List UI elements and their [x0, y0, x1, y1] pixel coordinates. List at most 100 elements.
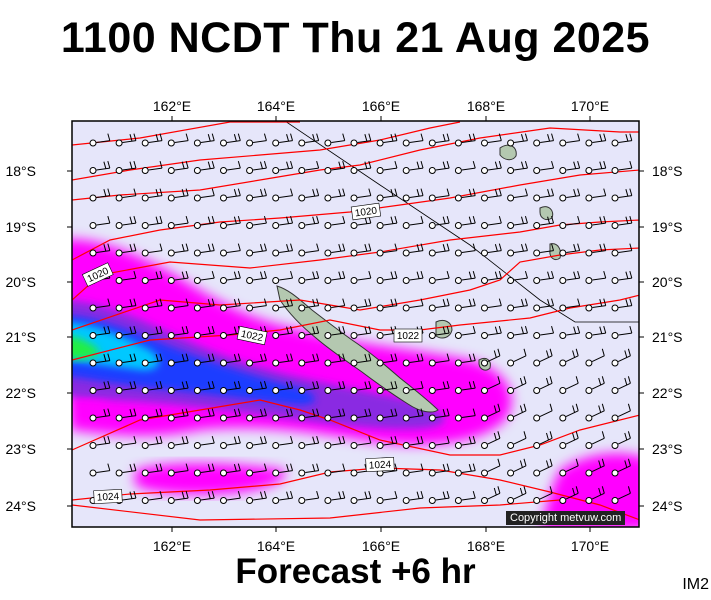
lon-label-bottom-166: 166°E — [361, 538, 401, 554]
wind-barb-icon — [507, 348, 527, 367]
lon-label-bottom-168: 168°E — [466, 538, 506, 554]
station-circle-icon — [246, 497, 254, 504]
wind-barb-icon — [507, 215, 528, 229]
station-circle-icon — [298, 387, 306, 394]
new-caledonia-island — [276, 285, 439, 413]
wind-barb-icon — [454, 490, 476, 504]
station-circle-icon — [585, 139, 593, 147]
wind-barb-icon — [533, 215, 555, 229]
wind-barb-icon — [298, 435, 320, 449]
wind-barb-icon — [272, 325, 294, 339]
wind-barb-icon — [611, 188, 633, 202]
station-circle-icon — [428, 497, 436, 504]
wind-barb-icon — [481, 298, 502, 312]
wind-barb-icon — [428, 490, 450, 504]
station-circle-icon — [298, 139, 306, 147]
map-frame — [71, 120, 640, 528]
station-circle-icon — [141, 139, 149, 147]
wind-barb-icon — [481, 160, 502, 174]
wind-barb-icon — [585, 298, 607, 312]
island-ne-1 — [499, 144, 517, 161]
station-circle-icon — [324, 139, 332, 147]
wind-barb-icon — [141, 215, 163, 229]
precip-core-extreme — [72, 336, 100, 360]
wind-barb-icon — [559, 403, 579, 422]
station-circle-icon — [454, 414, 462, 422]
wind-barb-icon — [507, 325, 528, 339]
wind-barb-icon — [220, 463, 241, 477]
station-circle-icon — [246, 304, 254, 312]
wind-barb-icon — [376, 490, 398, 504]
wind-barb-icon — [559, 215, 581, 229]
wind-barb-icon — [167, 353, 189, 367]
station-circle-icon — [324, 277, 332, 284]
station-circle-icon — [141, 332, 149, 339]
lat-label-left-22: 22°S — [5, 385, 36, 401]
wind-barb-icon — [141, 435, 163, 449]
station-circle-icon — [350, 442, 358, 449]
station-circle-icon — [454, 304, 462, 312]
station-circle-icon — [454, 222, 462, 229]
wind-barb-icon — [402, 380, 424, 394]
wind-barb-icon — [454, 215, 476, 229]
boundary-line — [284, 121, 639, 323]
lat-label-left-23: 23°S — [5, 441, 36, 457]
wind-barb-icon — [220, 490, 241, 504]
station-circle-icon — [193, 332, 201, 339]
station-circle-icon — [89, 469, 97, 477]
wind-barb-icon — [220, 188, 241, 202]
wind-barb-icon — [167, 243, 189, 257]
island-ne-2 — [539, 206, 554, 221]
station-circle-icon — [220, 414, 227, 422]
lon-label-top-162: 162°E — [152, 98, 192, 114]
wind-barb-icon — [246, 463, 267, 477]
station-circle-icon — [533, 304, 541, 312]
station-circle-icon — [454, 387, 462, 394]
station-circle-icon — [167, 249, 175, 257]
wind-barb-icon — [115, 463, 137, 477]
station-circle-icon — [89, 222, 97, 229]
wind-barb-icon — [272, 408, 294, 422]
wind-barb-icon — [246, 353, 267, 367]
station-circle-icon — [167, 304, 175, 312]
station-circle-icon — [324, 469, 332, 477]
wind-barb-icon — [507, 403, 527, 422]
station-circle-icon — [350, 167, 358, 174]
station-circle-icon — [324, 194, 332, 202]
station-circle-icon — [402, 304, 410, 312]
lat-label-right-23: 23°S — [652, 441, 683, 457]
wind-barb-icon — [298, 298, 320, 312]
station-circle-icon — [376, 139, 384, 147]
wind-barb-icon — [272, 435, 294, 449]
wind-barb-icon — [115, 133, 137, 147]
station-circle-icon — [193, 387, 201, 394]
wind-barb-icon — [376, 243, 398, 257]
wind-barb-icon — [428, 270, 450, 284]
wind-barb-icon — [141, 490, 163, 504]
image-code: IM2 — [682, 576, 709, 593]
station-circle-icon — [324, 304, 332, 312]
wind-barb-icon — [585, 215, 607, 229]
wind-barb-icon — [350, 435, 372, 449]
wind-barb-icon — [193, 160, 215, 174]
station-circle-icon — [324, 359, 332, 367]
station-circle-icon — [167, 414, 175, 422]
station-circle-icon — [298, 249, 306, 257]
wind-barb-icon — [220, 325, 241, 339]
station-circle-icon — [507, 167, 515, 174]
wind-barb-icon — [507, 298, 528, 312]
wind-barb-icon — [298, 243, 320, 257]
wind-barb-icon — [89, 380, 111, 394]
wind-barb-icon — [454, 463, 476, 477]
station-circle-icon — [272, 222, 280, 229]
station-circle-icon — [141, 277, 149, 284]
wind-barb-icon — [585, 458, 605, 477]
wind-barb-icon — [193, 298, 215, 312]
wind-barb-icon — [220, 353, 241, 367]
wind-barb-icon — [559, 431, 579, 449]
wind-barb-icon — [298, 215, 320, 229]
wind-barb-icon — [324, 243, 346, 257]
station-circle-icon — [454, 442, 462, 449]
wind-barb-icon — [141, 160, 163, 174]
station-circle-icon — [193, 414, 201, 422]
